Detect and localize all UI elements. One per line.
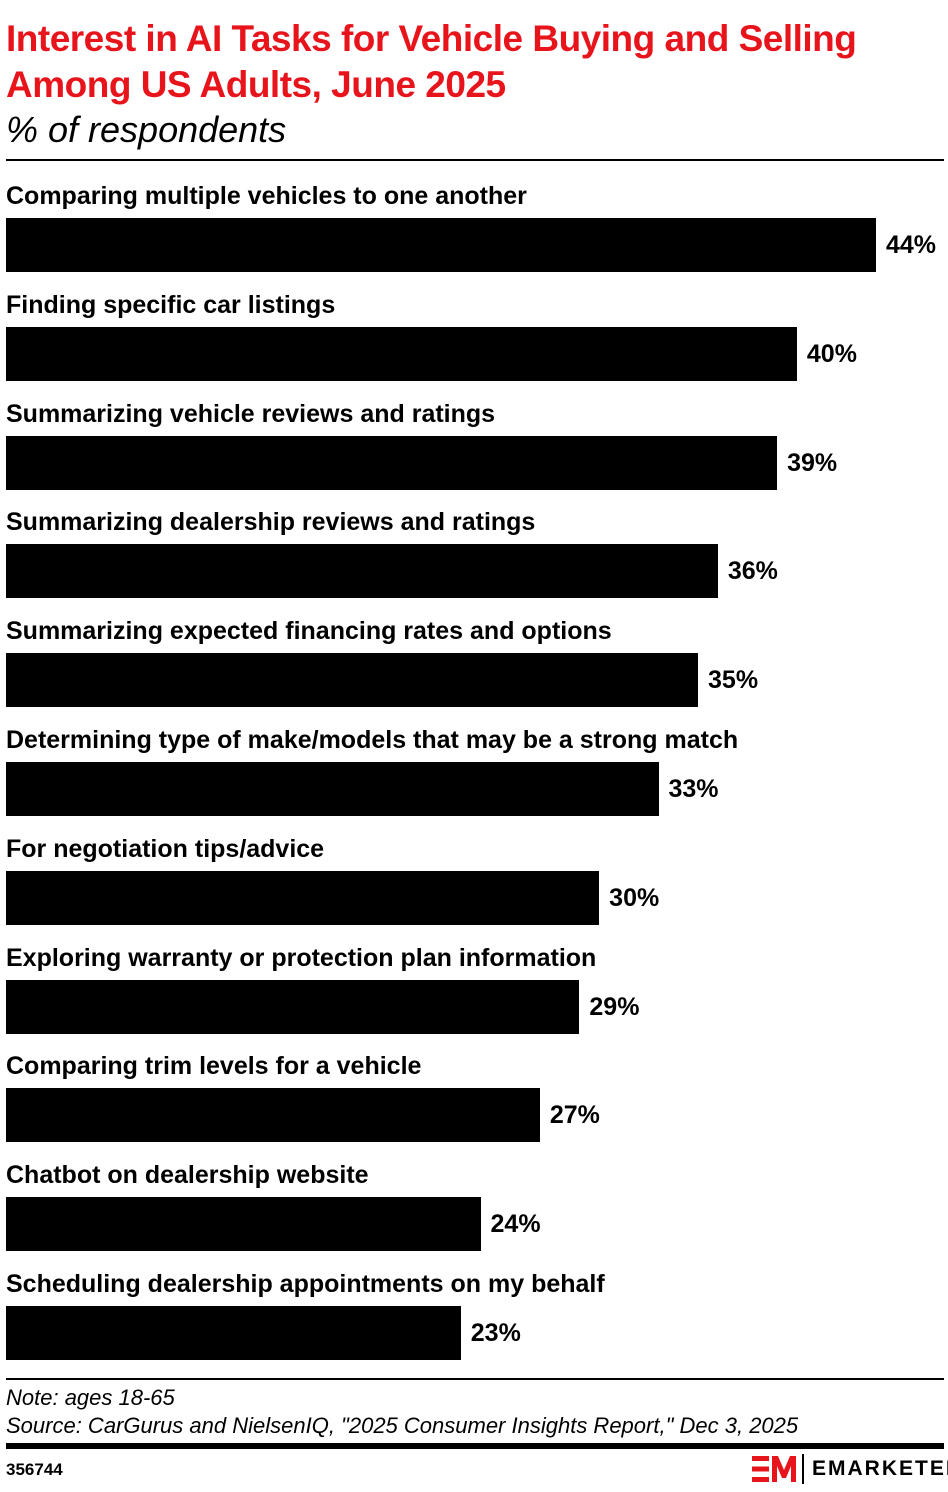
value-label: 39% — [787, 449, 838, 477]
bar — [6, 653, 699, 707]
category-label: Summarizing dealership reviews and ratin… — [6, 508, 536, 536]
value-label: 29% — [589, 993, 640, 1021]
em-logo-icon — [752, 1456, 796, 1482]
chart-subtitle: % of respondents — [6, 109, 287, 150]
bar — [6, 436, 778, 490]
bar — [6, 544, 718, 598]
bar — [6, 1088, 540, 1142]
category-label: For negotiation tips/advice — [6, 835, 325, 863]
logo-text: EMARKETER — [812, 1457, 948, 1480]
bar — [6, 762, 659, 816]
footer-divider — [6, 1443, 944, 1449]
emarketer-logo: EMARKETER — [752, 1454, 948, 1484]
value-label: 30% — [609, 884, 660, 912]
top-divider — [6, 159, 944, 161]
bar — [6, 871, 600, 925]
bar — [6, 327, 797, 381]
value-label: 36% — [727, 557, 778, 585]
bar — [6, 218, 876, 272]
chart-id: 356744 — [6, 1460, 63, 1479]
value-label: 27% — [549, 1101, 600, 1129]
note: Note: ages 18-65 — [6, 1385, 175, 1410]
bar — [6, 980, 580, 1034]
chart-title: Interest in AI Tasks for Vehicle Buying … — [6, 18, 857, 105]
value-label: 35% — [708, 666, 759, 694]
bar — [6, 1306, 461, 1360]
logo-separator — [802, 1454, 804, 1484]
category-label: Summarizing vehicle reviews and ratings — [6, 400, 496, 428]
value-label: 23% — [470, 1319, 521, 1347]
bar — [6, 1197, 481, 1251]
category-label: Chatbot on dealership website — [6, 1161, 369, 1189]
category-label: Scheduling dealership appointments on my… — [6, 1270, 605, 1298]
value-label: 40% — [806, 340, 857, 368]
value-label: 33% — [668, 775, 719, 803]
value-label: 24% — [490, 1210, 541, 1238]
category-label: Summarizing expected financing rates and… — [6, 617, 612, 645]
category-label: Comparing trim levels for a vehicle — [6, 1052, 422, 1080]
value-label: 44% — [886, 231, 937, 259]
category-label: Exploring warranty or protection plan in… — [6, 944, 597, 972]
category-label: Finding specific car listings — [6, 291, 336, 319]
source: Source: CarGurus and NielsenIQ, "2025 Co… — [6, 1413, 799, 1438]
category-label: Comparing multiple vehicles to one anoth… — [6, 182, 527, 210]
category-label: Determining type of make/models that may… — [6, 726, 739, 754]
bottom-divider — [6, 1378, 944, 1380]
